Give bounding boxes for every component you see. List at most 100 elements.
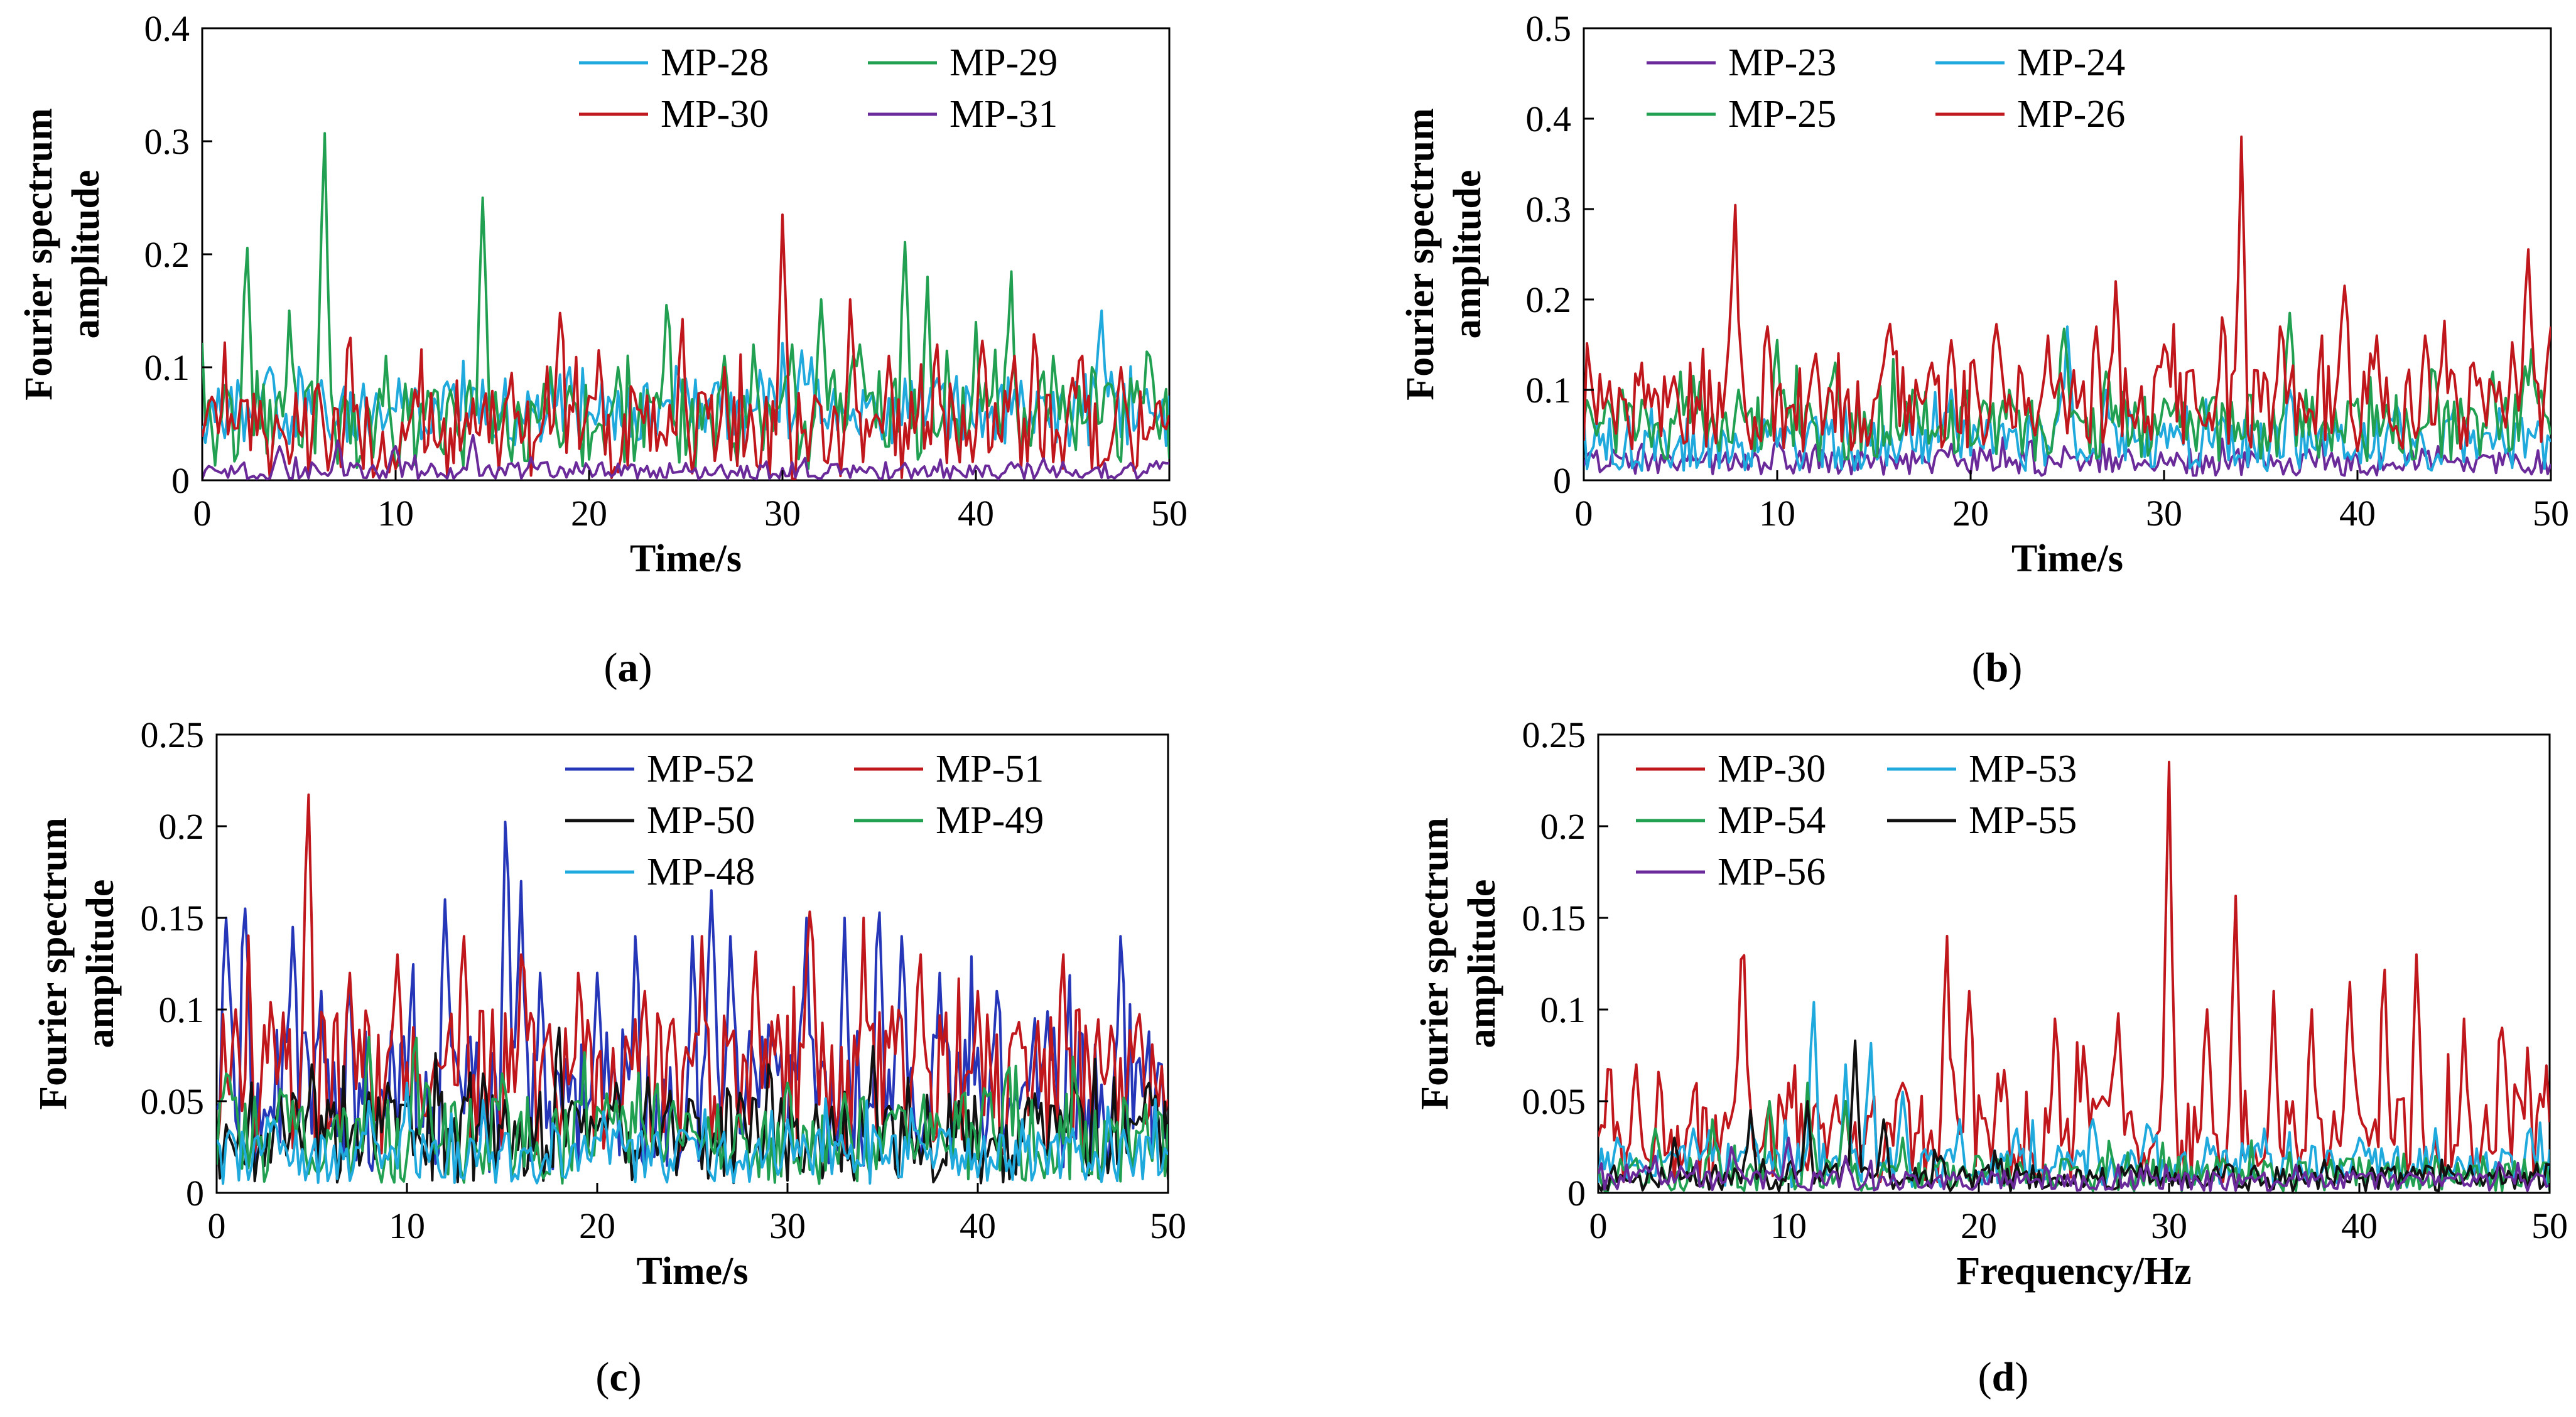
series-line-mp-30 [202,213,1169,480]
legend-entry-mp-24: MP-24 [2017,41,2125,84]
y-tick-label: 0.1 [1526,370,1572,411]
legend-entry-mp-23: MP-23 [1728,41,1836,84]
y-tick-label: 0.15 [1522,898,1586,939]
chart-panel-d: 0 10 20 30 40 50 0 0.05 0.1 0.15 0.2 0.25 Frequency/… [1414,714,2568,1400]
y-axis-label: amplitude [79,880,122,1048]
x-tick-label: 20 [1952,493,1989,534]
legend: MP-28 MP-29 MP-30 MP-31 [579,41,1058,136]
y-tick-label: 0.3 [144,121,190,162]
y-tick-label: 0.2 [1540,806,1586,847]
legend: MP-52 MP-51 MP-50 MP-49 MP-48 [565,748,1044,893]
x-tick-label: 50 [2533,493,2569,534]
x-tick-label: 50 [1150,1205,1186,1246]
plot-frame [1597,733,2551,1194]
legend-entry-mp-25: MP-25 [1728,93,1836,136]
y-tick-label: 0.05 [1522,1081,1586,1122]
x-tick-label: 10 [377,493,414,534]
y-tick-label: 0 [186,1173,204,1214]
y-tick-label: 0.5 [1526,8,1572,49]
chart-panel-a: 0 10 20 30 40 50 0 0.1 0.2 0.3 0.4 Time/s Fourier sp… [18,8,1188,691]
chart-panel-b: 0 10 20 30 40 50 0 0.1 0.2 0.3 0.4 0.5 Time/s Fourier… [1399,8,2569,691]
x-tick-label: 30 [769,1205,806,1246]
legend-entry-mp-55: MP-55 [1969,799,2077,842]
y-tick-label: 0.05 [141,1081,205,1122]
x-tick-label: 10 [1770,1205,1807,1246]
panel-caption: (b) [1972,645,2023,691]
legend-entry-mp-53: MP-53 [1969,748,2077,790]
y-axis-label: Fourier spectrum [1399,108,1442,400]
series-line-mp-23 [1584,436,2551,477]
y-tick-label: 0.2 [1526,279,1572,320]
y-axis-label: amplitude [65,170,107,339]
x-tick-label: 30 [2151,1205,2187,1246]
y-tick-label: 0.2 [159,806,205,847]
y-axis-label: Fourier spectrum [18,108,60,400]
plot-frame [1583,27,2552,482]
x-tick-label: 40 [2339,493,2376,534]
y-tick-label: 0.1 [144,347,190,388]
legend: MP-30 MP-53 MP-54 MP-55 MP-56 [1636,748,2077,893]
series-line-mp-31 [202,434,1169,480]
x-tick-label: 10 [389,1205,425,1246]
legend-entry-mp-50: MP-50 [647,799,755,842]
x-tick-label: 0 [1575,493,1593,534]
x-tick-label: 0 [1589,1205,1608,1246]
x-tick-label: 0 [193,493,212,534]
legend: MP-23 MP-24 MP-25 MP-26 [1647,41,2125,136]
y-tick-label: 0.25 [1522,714,1586,755]
legend-entry-mp-48: MP-48 [647,851,755,893]
x-tick-label: 20 [571,493,607,534]
legend-entry-mp-51: MP-51 [936,748,1044,790]
y-axis-label: amplitude [1446,170,1489,339]
legend-entry-mp-54: MP-54 [1718,799,1826,842]
legend-entry-mp-52: MP-52 [647,748,755,790]
legend-entry-mp-26: MP-26 [2017,93,2125,136]
y-tick-label: 0.1 [1540,989,1586,1030]
series-line-mp-50 [217,1026,1168,1185]
x-tick-label: 40 [2341,1205,2378,1246]
y-axis-label: Fourier spectrum [1414,817,1456,1109]
panel-caption: (c) [595,1354,641,1400]
x-tick-label: 50 [1151,493,1188,534]
y-tick-label: 0 [1567,1173,1586,1214]
x-tick-label: 50 [2531,1205,2568,1246]
x-tick-label: 30 [764,493,801,534]
legend-entry-mp-56: MP-56 [1718,851,1826,893]
series-line-mp-55 [1598,1039,2550,1193]
x-tick-label: 30 [2146,493,2182,534]
y-tick-label: 0.2 [144,234,190,275]
x-tick-label: 0 [208,1205,226,1246]
y-axis-label: amplitude [1461,880,1503,1048]
x-tick-label: 20 [1961,1205,1997,1246]
series-line-mp-48 [217,1081,1168,1185]
legend-entry-mp-29: MP-29 [950,41,1058,84]
series-line-mp-51 [217,793,1168,1156]
y-tick-label: 0.15 [141,898,205,939]
y-tick-label: 0.3 [1526,189,1572,230]
legend-entry-mp-30: MP-30 [661,93,769,136]
series-line-mp-49 [217,1035,1168,1185]
x-tick-label: 20 [579,1205,615,1246]
x-tick-label: 40 [958,493,994,534]
legend-entry-mp-49: MP-49 [936,799,1044,842]
y-tick-label: 0.4 [144,8,190,49]
panel-caption: (a) [604,645,652,691]
x-tick-label: 40 [960,1205,996,1246]
x-axis-label: Time/s [2011,537,2123,580]
legend-entry-mp-30: MP-30 [1718,748,1826,790]
y-tick-label: 0.1 [159,989,205,1030]
x-tick-label: 10 [1759,493,1795,534]
series-line-mp-54 [1598,1081,2550,1192]
series-line-mp-56 [1598,1136,2550,1192]
y-tick-label: 0 [1553,460,1571,501]
series-line-mp-26 [1584,135,2551,453]
y-tick-label: 0 [171,460,190,501]
x-axis-label: Time/s [630,537,742,580]
x-axis-label: Frequency/Hz [1956,1250,2191,1293]
y-axis-label: Fourier spectrum [32,817,75,1109]
y-tick-label: 0.25 [141,714,205,755]
panel-caption: (d) [1978,1354,2029,1400]
chart-panel-c: 0 10 20 30 40 50 0 0.05 0.1 0.15 0.2 0.25 Time/s Four… [32,714,1186,1400]
